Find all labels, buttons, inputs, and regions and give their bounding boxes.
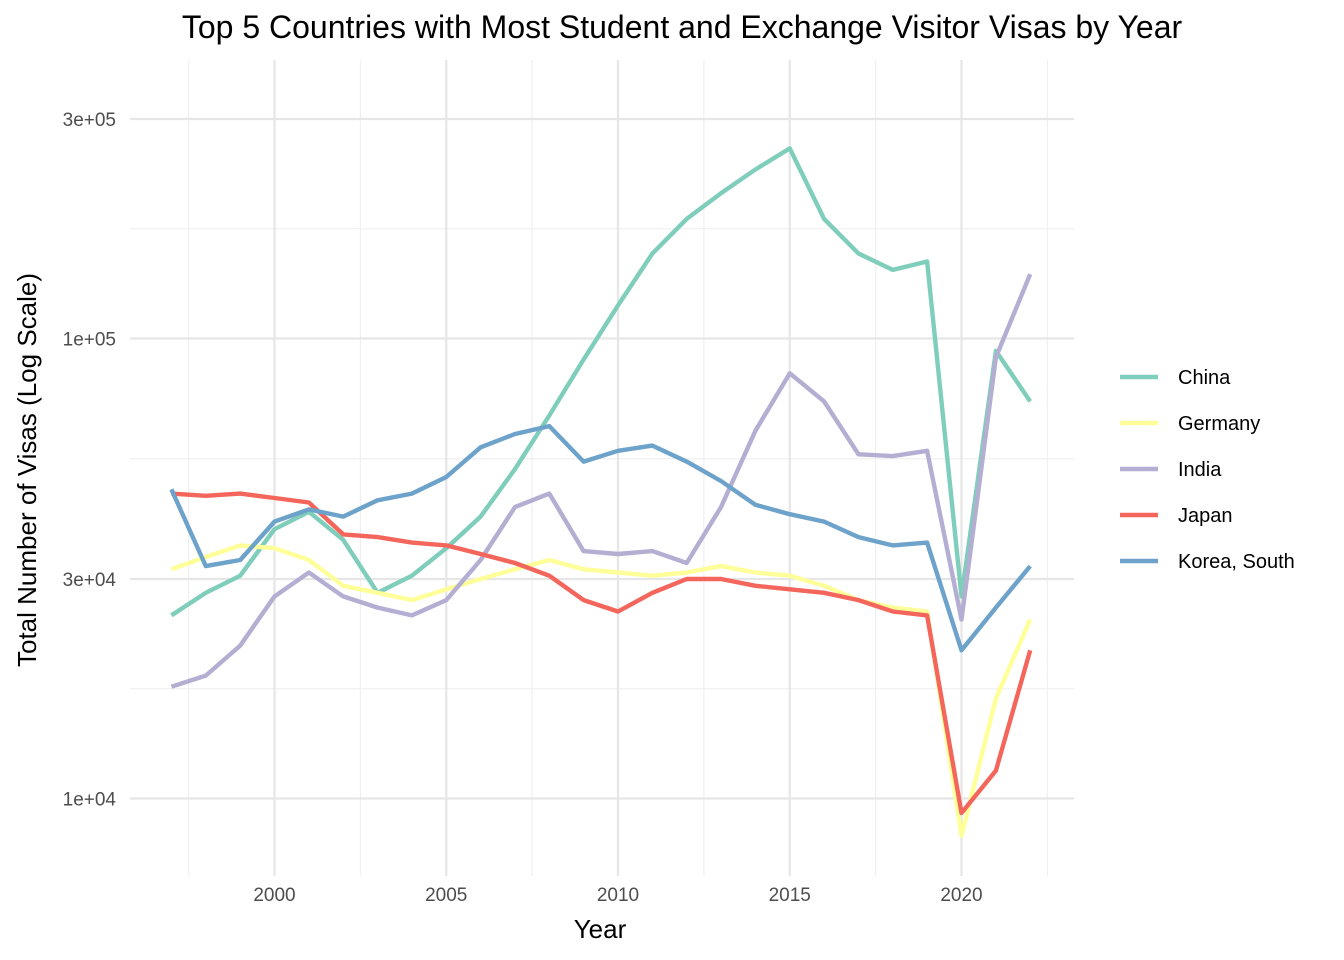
y-axis-tick-labels: 1e+04 3e+04 1e+05 3e+05 [63,110,117,810]
series-line-india [170,273,1033,689]
y-axis-title: Total Number of Visas (Log Scale) [12,273,42,667]
series-line-korea-south [169,423,1032,653]
y-tick-label: 3e+05 [63,110,116,131]
series-lines [169,146,1033,838]
x-axis-title: Year [574,914,627,944]
series-line-germany [170,543,1033,838]
legend-label-india: India [1178,459,1222,481]
major-gridlines [130,60,1074,876]
x-tick-label: 2020 [940,885,982,906]
series-line-china [170,146,1033,618]
y-tick-label: 1e+04 [63,790,117,811]
legend: China Germany India Japan Korea, South [1120,367,1295,573]
legend-label-china: China [1178,367,1231,389]
x-tick-label: 2015 [769,885,811,906]
x-axis-tick-labels: 2000 2005 2010 2015 2020 [253,885,982,906]
chart-title: Top 5 Countries with Most Student and Ex… [182,9,1183,45]
y-tick-label: 3e+04 [63,570,117,591]
y-tick-label: 1e+05 [63,330,116,351]
legend-label-japan: Japan [1178,505,1233,527]
legend-label-germany: Germany [1178,413,1260,435]
minor-gridlines [130,60,1074,876]
x-tick-label: 2005 [425,885,467,906]
series-line-japan [171,491,1033,816]
x-tick-label: 2010 [597,885,639,906]
legend-label-korea-south: Korea, South [1178,551,1295,573]
x-tick-label: 2000 [253,885,295,906]
